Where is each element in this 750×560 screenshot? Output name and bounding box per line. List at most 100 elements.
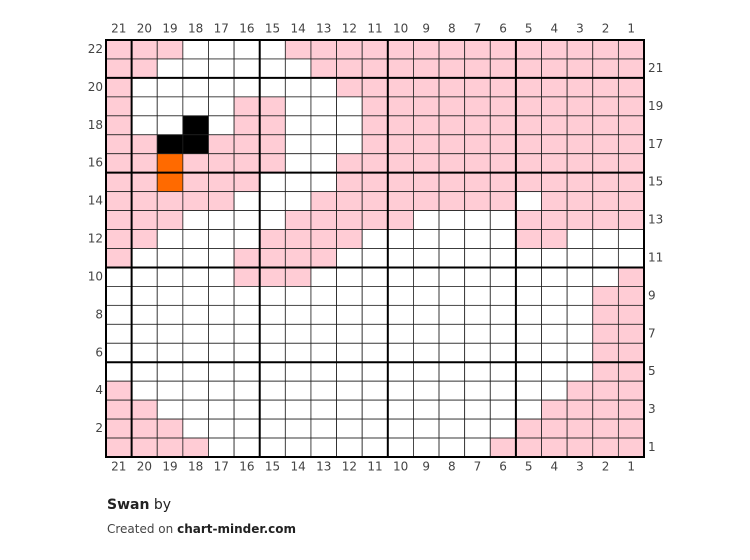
cell [336,134,363,155]
cell [156,380,184,401]
cell [566,191,594,211]
cell [361,380,389,401]
column-label: 3 [576,22,584,36]
cell [592,323,619,344]
cell [131,115,158,136]
cell [566,115,594,136]
cell [310,229,337,249]
cell [541,96,568,117]
cell [208,323,235,344]
cell [361,418,389,439]
column-label: 7 [474,460,482,474]
cell [284,380,312,401]
cell [131,172,158,193]
cell [336,96,363,117]
cell [259,267,286,287]
cell [361,134,389,155]
cell [541,286,568,306]
cell [105,418,133,439]
cell [208,153,235,174]
cell [617,191,645,211]
cell [233,323,261,344]
cell [156,361,184,382]
cell [413,342,440,363]
column-label: 1 [627,22,635,36]
cell [438,191,466,211]
cell [284,323,312,344]
cell [617,210,645,230]
cell [233,399,261,420]
cell [515,96,542,117]
cell [182,267,209,287]
row-label: 14 [88,194,103,208]
cell [336,323,363,344]
cell [592,286,619,306]
cell [310,77,337,98]
cell [617,96,645,117]
cell [208,342,235,363]
cell [310,96,337,117]
grid [105,39,645,458]
cell [361,39,389,60]
cell [592,361,619,382]
column-label: 19 [162,22,177,36]
cell [387,134,414,155]
column-label: 12 [342,460,357,474]
cell [464,134,491,155]
cell [105,210,133,230]
row-label: 5 [648,364,656,378]
cell [541,77,568,98]
cell [182,96,209,117]
cell [336,210,363,230]
cell [566,153,594,174]
cell [438,323,466,344]
cell [336,437,363,458]
cell [566,210,594,230]
cell [208,191,235,211]
cell [259,39,286,60]
cell [182,323,209,344]
cell [413,418,440,439]
column-label: 5 [525,22,533,36]
cell [259,361,286,382]
cell [361,286,389,306]
cell [413,304,440,325]
cell [617,418,645,439]
cell [515,153,542,174]
cell [413,323,440,344]
cell [131,361,158,382]
cell [566,304,594,325]
cell [336,380,363,401]
cell [131,134,158,155]
cell [387,115,414,136]
cell [182,399,209,420]
cell [387,96,414,117]
cell [131,323,158,344]
row-label: 7 [648,326,656,340]
cell [131,96,158,117]
cell [438,437,466,458]
cell [310,191,337,211]
cell [105,172,133,193]
cell [413,191,440,211]
cell [515,191,542,211]
cell [336,361,363,382]
cell [617,39,645,60]
cell [156,153,184,174]
column-label: 19 [162,460,177,474]
column-label: 5 [525,460,533,474]
cell [438,153,466,174]
cell [131,267,158,287]
row-label: 2 [95,421,103,435]
cell [489,191,517,211]
cell [131,418,158,439]
cell [413,153,440,174]
cell [413,248,440,268]
cell [387,210,414,230]
cell [566,39,594,60]
cell [438,248,466,268]
cell [156,39,184,60]
cell [387,399,414,420]
site: chart-minder.com [177,522,296,536]
cell [592,191,619,211]
